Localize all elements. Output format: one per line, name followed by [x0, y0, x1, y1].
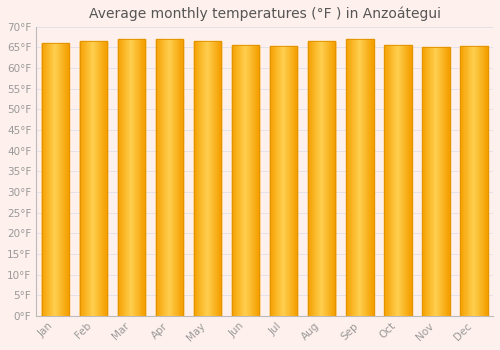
- Bar: [422, 48, 450, 316]
- Bar: [80, 41, 107, 316]
- Bar: [118, 39, 145, 316]
- Title: Average monthly temperatures (°F ) in Anzoátegui: Average monthly temperatures (°F ) in An…: [88, 7, 440, 21]
- Bar: [384, 46, 411, 316]
- Bar: [460, 46, 487, 316]
- Bar: [42, 43, 69, 316]
- Bar: [194, 41, 221, 316]
- Bar: [270, 46, 297, 316]
- Bar: [308, 41, 336, 316]
- Bar: [346, 39, 374, 316]
- Bar: [232, 46, 260, 316]
- Bar: [156, 39, 183, 316]
